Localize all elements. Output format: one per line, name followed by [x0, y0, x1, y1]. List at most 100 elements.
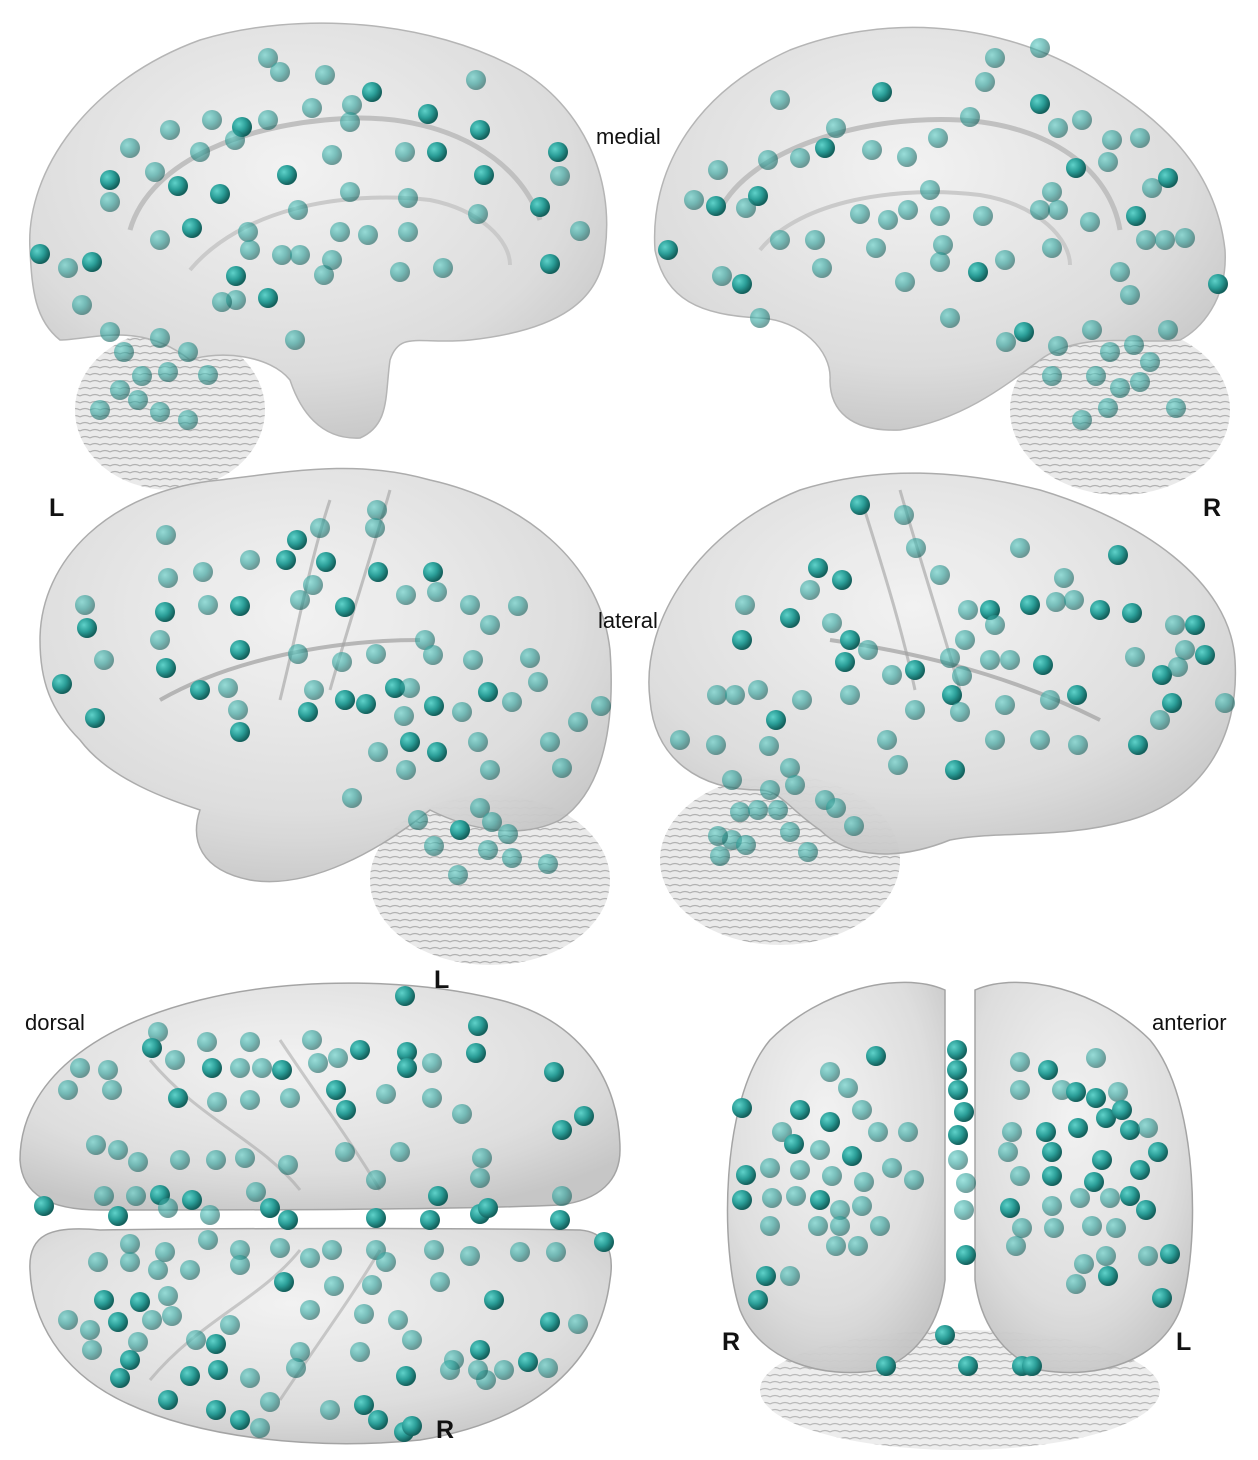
node-marker	[396, 585, 416, 605]
node-marker	[350, 1040, 370, 1060]
node-marker	[1070, 1188, 1090, 1208]
node-marker	[930, 206, 950, 226]
node-marker	[230, 596, 250, 616]
node-marker	[202, 110, 222, 130]
node-marker	[433, 258, 453, 278]
node-marker	[546, 1242, 566, 1262]
node-marker	[466, 1043, 486, 1063]
node-marker	[80, 1320, 100, 1340]
node-marker	[684, 190, 704, 210]
node-marker	[322, 1240, 342, 1260]
node-marker	[260, 1198, 280, 1218]
cortex-anterior-left-hemi	[974, 981, 1194, 1374]
node-marker	[1066, 158, 1086, 178]
node-marker	[238, 222, 258, 242]
node-marker	[1084, 1172, 1104, 1192]
node-marker	[876, 1356, 896, 1376]
node-marker	[732, 274, 752, 294]
node-marker	[155, 602, 175, 622]
node-marker	[1002, 1122, 1022, 1142]
node-marker	[482, 812, 502, 832]
node-marker	[760, 1158, 780, 1178]
dorsal-view	[19, 982, 621, 1445]
node-marker	[1044, 1218, 1064, 1238]
node-marker	[342, 788, 362, 808]
node-marker	[815, 138, 835, 158]
node-marker	[58, 1310, 78, 1330]
node-marker	[790, 148, 810, 168]
node-marker	[958, 600, 978, 620]
node-marker	[591, 696, 611, 716]
node-marker	[760, 780, 780, 800]
node-marker	[980, 650, 1000, 670]
node-marker	[1158, 168, 1178, 188]
node-marker	[302, 98, 322, 118]
node-marker	[1067, 685, 1087, 705]
node-marker	[1130, 372, 1150, 392]
node-marker	[1014, 322, 1034, 342]
node-marker	[1098, 1266, 1118, 1286]
node-marker	[1048, 200, 1068, 220]
node-marker	[162, 1306, 182, 1326]
node-marker	[996, 332, 1016, 352]
node-marker	[150, 230, 170, 250]
node-marker	[1148, 1142, 1168, 1162]
node-marker	[288, 644, 308, 664]
node-marker	[594, 1232, 614, 1252]
node-marker	[862, 140, 882, 160]
label-anterior-left: L	[1176, 1328, 1192, 1356]
node-marker	[180, 1260, 200, 1280]
node-marker	[1074, 1254, 1094, 1274]
node-marker	[552, 758, 572, 778]
node-marker	[350, 1342, 370, 1362]
node-marker	[552, 1120, 572, 1140]
node-marker	[850, 495, 870, 515]
node-marker	[82, 1340, 102, 1360]
node-marker	[1175, 228, 1195, 248]
node-marker	[1022, 1356, 1042, 1376]
node-marker	[230, 1058, 250, 1078]
node-marker	[710, 846, 730, 866]
node-marker	[708, 160, 728, 180]
node-marker	[868, 1122, 888, 1142]
node-marker	[810, 1140, 830, 1160]
node-marker	[1042, 1196, 1062, 1216]
node-marker	[940, 308, 960, 328]
node-marker	[240, 550, 260, 570]
node-marker	[150, 328, 170, 348]
node-marker	[400, 678, 420, 698]
node-marker	[552, 1186, 572, 1206]
node-marker	[463, 650, 483, 670]
node-marker	[272, 1060, 292, 1080]
node-marker	[725, 685, 745, 705]
node-marker	[1048, 336, 1068, 356]
node-marker	[928, 128, 948, 148]
node-marker	[942, 685, 962, 705]
node-marker	[1140, 352, 1160, 372]
node-marker	[820, 1062, 840, 1082]
node-marker	[706, 735, 726, 755]
node-marker	[320, 1400, 340, 1420]
node-marker	[840, 630, 860, 650]
node-marker	[835, 652, 855, 672]
node-marker	[826, 118, 846, 138]
node-marker	[1010, 1052, 1030, 1072]
node-marker	[1100, 342, 1120, 362]
node-marker	[858, 640, 878, 660]
node-marker	[34, 1196, 54, 1216]
label-right-top: R	[1203, 494, 1222, 522]
node-marker	[240, 1090, 260, 1110]
node-marker	[220, 1315, 240, 1335]
node-marker	[995, 250, 1015, 270]
node-marker	[1096, 1246, 1116, 1266]
node-marker	[278, 1155, 298, 1175]
node-marker	[1128, 735, 1148, 755]
node-marker	[228, 700, 248, 720]
node-marker	[368, 1410, 388, 1430]
label-anterior-right: R	[722, 1328, 741, 1356]
node-marker	[324, 1276, 344, 1296]
node-marker	[985, 48, 1005, 68]
node-marker	[1125, 647, 1145, 667]
node-marker	[770, 90, 790, 110]
node-marker	[362, 82, 382, 102]
